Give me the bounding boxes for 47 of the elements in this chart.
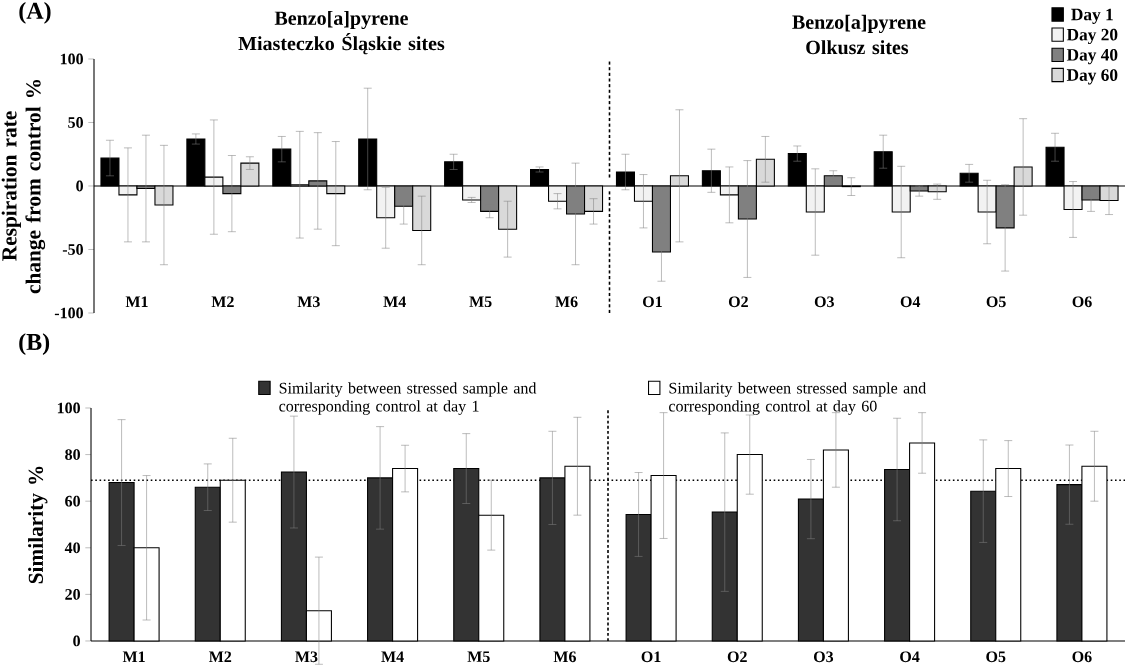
y-tick-label: 100 [60, 53, 83, 65]
x-tick-label: M3 [297, 296, 320, 308]
x-tick-label: O4 [900, 296, 921, 308]
y-tick-label: 0 [73, 635, 80, 647]
x-tick-label: M4 [381, 651, 404, 662]
y-tick-label: -50 [62, 244, 83, 255]
x-tick-label: O4 [900, 651, 920, 663]
x-tick-label: M5 [469, 296, 492, 308]
x-tick-label: O1 [641, 651, 661, 663]
x-tick-label: O2 [727, 651, 747, 663]
x-tick-label: M5 [467, 651, 490, 663]
chart-title: (B) [19, 333, 50, 355]
y-tick-label: 100 [57, 402, 80, 414]
legend-label: Similarity between stressed sample and corresponding control at day 60 [669, 382, 926, 415]
legend-label: Similarity between stressed sample and corresponding control at day 1 [279, 382, 537, 415]
y-tick-label: -100 [54, 307, 83, 319]
legend-label: Day 60 [1066, 69, 1118, 85]
y-tick-label: 40 [64, 542, 80, 554]
y-tick-label: 20 [65, 588, 80, 600]
x-tick-label: O3 [813, 651, 834, 663]
y-axis-title: Similarity % [28, 466, 48, 584]
x-tick-label: O3 [814, 296, 834, 308]
x-tick-label: M6 [555, 296, 578, 308]
x-tick-label: M1 [125, 296, 148, 307]
x-tick-label: M6 [553, 651, 576, 663]
legend-label: Day 1 [1071, 8, 1113, 24]
y-tick-label: 50 [68, 117, 83, 128]
legend-label: Day 20 [1066, 28, 1118, 45]
legend-label: Day 40 [1066, 49, 1118, 65]
y-axis-title: Respiration rate change from control % [1, 79, 46, 294]
text: Benzo[a]pyrene Olkusz sites [792, 14, 926, 55]
x-tick-label: O5 [986, 651, 1006, 663]
y-tick-label: 80 [65, 449, 80, 460]
x-tick-label: O1 [643, 296, 662, 308]
x-tick-label: M2 [208, 651, 232, 662]
x-tick-label: M4 [383, 296, 406, 307]
x-tick-label: O2 [728, 296, 748, 308]
x-tick-label: O6 [1072, 296, 1092, 308]
x-tick-label: M3 [295, 651, 318, 663]
y-tick-label: 60 [65, 495, 80, 507]
text: Benzo[a]pyrene Miasteczko Śląskie sites [238, 10, 445, 55]
x-tick-label: M1 [122, 651, 145, 662]
x-tick-label: M2 [211, 296, 234, 307]
x-tick-label: O6 [1072, 651, 1092, 663]
chart-title: (A) [19, 1, 51, 24]
x-tick-label: O5 [986, 296, 1006, 308]
y-tick-label: 0 [76, 180, 83, 192]
